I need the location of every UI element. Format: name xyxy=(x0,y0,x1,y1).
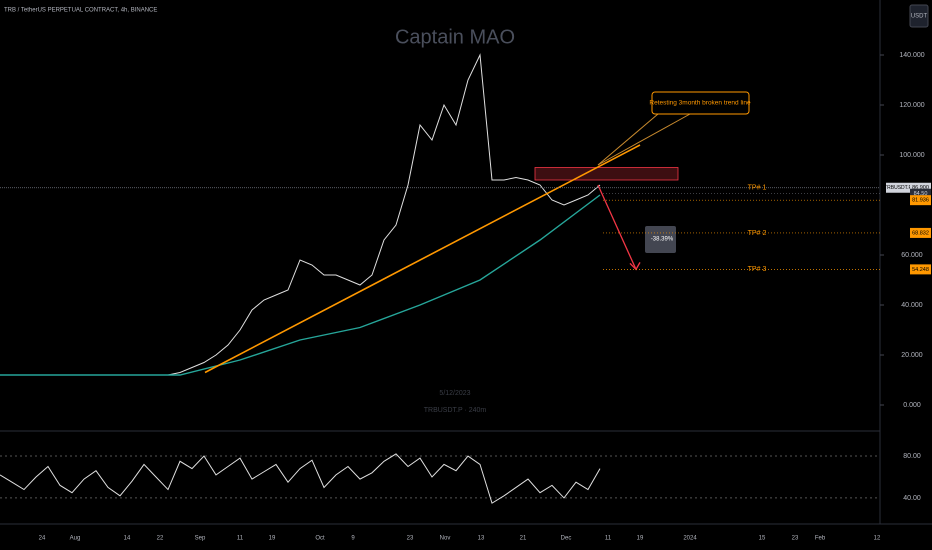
target-name: TP# 3 xyxy=(748,266,767,273)
price-tag xyxy=(910,227,931,238)
x-tick-label: 23 xyxy=(792,536,799,542)
x-tick-label: Sep xyxy=(195,536,206,542)
price-tag-text: 68.832 xyxy=(912,230,929,236)
x-tick-label: Feb xyxy=(815,536,826,542)
callout-text: Retesting 3month broken trend line xyxy=(649,100,751,107)
series-line xyxy=(0,453,601,504)
x-tick-label: Dec xyxy=(561,536,572,542)
y-tick-label: 0.000 xyxy=(903,402,921,409)
y-tick-label: 100.000 xyxy=(899,152,924,159)
x-tick-label: 22 xyxy=(157,536,164,542)
forecast-arrow xyxy=(597,184,637,270)
resistance-zone xyxy=(534,167,679,181)
price-tag-text: 86.900 xyxy=(912,185,929,191)
price-tag-text: 54.248 xyxy=(912,267,929,273)
price-tag xyxy=(910,182,931,193)
x-tick-label: 2024 xyxy=(683,536,697,542)
x-tick-label: 11 xyxy=(605,536,612,542)
y-tick-label: 80.00 xyxy=(903,453,921,460)
x-tick-label: 23 xyxy=(407,536,414,542)
trend-line xyxy=(204,144,641,374)
y-tick-label: 140.000 xyxy=(899,52,924,59)
x-tick-label: 19 xyxy=(637,536,644,542)
symbol-header: TRB / TetherUS PERPETUAL CONTRACT, 4h, B… xyxy=(4,8,157,14)
y-tick-label: 40.00 xyxy=(903,495,921,502)
price-tag xyxy=(910,264,931,275)
watermark: Captain MAO xyxy=(395,26,515,48)
currency-badge[interactable] xyxy=(909,4,929,28)
price-tag xyxy=(910,195,931,206)
callout-pointer xyxy=(597,113,659,166)
x-tick-label: 21 xyxy=(520,536,527,542)
footer-date: 5/12/2023 xyxy=(439,390,470,397)
y-tick-label: 60.000 xyxy=(901,252,923,259)
x-tick-label: Nov xyxy=(440,536,451,542)
callout-box xyxy=(651,91,750,115)
measure-label: -38.39% xyxy=(651,237,674,243)
price-tag xyxy=(910,188,931,199)
x-tick-label: 11 xyxy=(237,536,244,542)
target-name: TP# 2 xyxy=(748,230,767,237)
x-tick-label: 13 xyxy=(478,536,485,542)
symbol-tag xyxy=(886,182,910,193)
y-tick-label: 20.000 xyxy=(901,352,923,359)
symbol-tag-text: TRBUSDT.P xyxy=(884,185,912,191)
y-tick-label: 120.000 xyxy=(899,102,924,109)
x-tick-label: Aug xyxy=(70,536,81,542)
x-tick-label: 15 xyxy=(759,536,766,542)
footer-symbol: TRBUSDT.P · 240m xyxy=(424,407,487,414)
series-line xyxy=(0,194,601,376)
y-tick-label: 40.000 xyxy=(901,302,923,309)
price-tag-text: 84.50 xyxy=(914,191,928,197)
x-tick-label: 14 xyxy=(124,536,131,542)
x-tick-label: 12 xyxy=(874,536,881,542)
x-tick-label: 24 xyxy=(39,536,46,542)
callout-pointer xyxy=(597,113,691,166)
price-tag-text: 81.936 xyxy=(912,198,929,204)
x-tick-label: Oct xyxy=(315,536,325,542)
target-name: TP# 1 xyxy=(748,185,767,192)
x-tick-label: 9 xyxy=(351,536,355,542)
x-tick-label: 19 xyxy=(269,536,276,542)
measure-box xyxy=(645,226,676,253)
currency: USDT xyxy=(911,14,928,20)
